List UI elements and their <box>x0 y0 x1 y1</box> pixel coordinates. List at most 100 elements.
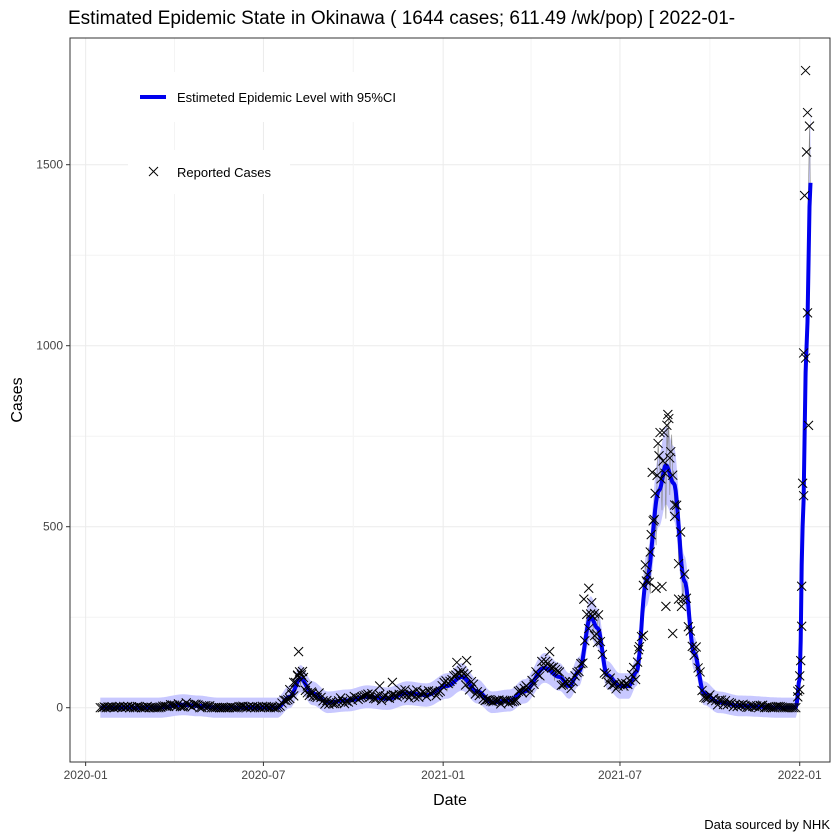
reported-case-marker <box>497 695 508 706</box>
reported-case-marker <box>634 641 645 652</box>
reported-case-marker <box>654 450 664 461</box>
reported-case-marker <box>658 456 668 466</box>
reported-case-marker <box>797 478 808 489</box>
reported-case-marker <box>679 569 690 579</box>
reported-case-marker <box>529 679 539 690</box>
reported-case-marker <box>790 702 801 713</box>
reported-case-marker <box>801 147 812 157</box>
reported-case-marker <box>633 644 644 655</box>
reported-case-marker <box>581 609 592 620</box>
reported-case-marker <box>657 581 667 592</box>
reported-case-marker <box>803 420 814 431</box>
reported-case-marker <box>566 683 576 694</box>
grid <box>70 38 830 762</box>
reported-case-marker <box>597 649 608 660</box>
reported-case-marker <box>640 559 651 570</box>
reported-case-marker <box>118 701 129 712</box>
reported-case-marker <box>595 636 606 647</box>
reported-case-marker <box>691 642 702 652</box>
reported-case-marker <box>667 470 678 481</box>
reported-case-marker <box>699 692 709 703</box>
reported-case-marker <box>554 667 565 677</box>
reported-case-marker <box>646 529 657 540</box>
reported-case-marker <box>302 681 313 691</box>
ci-band <box>100 109 811 718</box>
reported-case-marker <box>687 641 698 652</box>
series-lines <box>99 126 813 710</box>
reported-case-marker <box>663 413 674 424</box>
reported-case-marker <box>462 669 473 680</box>
reported-case-marker <box>794 684 805 695</box>
reported-case-marker <box>335 693 346 703</box>
reported-case-marker <box>366 688 377 699</box>
reported-case-marker <box>660 468 670 479</box>
reported-case-marker <box>661 601 671 612</box>
reported-case-marker <box>673 594 684 604</box>
reported-case-marker <box>642 569 653 580</box>
reported-case-marker <box>647 467 658 478</box>
reported-case-marker <box>769 702 780 713</box>
reported-case-marker <box>644 577 655 588</box>
x-tick-label: 2021-07 <box>598 768 642 782</box>
reported-case-marker <box>490 695 500 706</box>
reported-case-marker <box>136 702 147 713</box>
reported-case-marker <box>681 593 692 604</box>
x-tick-label: 2021-01 <box>421 768 465 782</box>
reported-case-marker <box>269 702 280 713</box>
reported-case-marker <box>650 488 660 499</box>
reported-case-marker <box>333 696 344 706</box>
legend-x-marker <box>148 166 159 177</box>
reported-case-marker <box>257 701 268 712</box>
ci-band-area <box>100 109 811 718</box>
reported-case-marker <box>241 702 252 713</box>
reported-case-marker <box>593 610 604 620</box>
reported-case-marker <box>689 650 700 661</box>
reported-case-marker <box>802 308 813 318</box>
reported-case-marker <box>592 637 603 648</box>
reported-case-marker <box>387 677 398 688</box>
reported-case-marker <box>109 702 119 713</box>
reported-case-marker <box>535 670 545 681</box>
reported-case-marker <box>398 690 408 701</box>
reported-case-marker <box>800 65 811 76</box>
reported-case-marker <box>409 691 420 702</box>
estimated-level-line <box>99 182 813 710</box>
reported-case-marker <box>464 685 475 695</box>
reported-case-marker <box>288 677 299 688</box>
reported-case-marker <box>792 691 803 702</box>
reported-case-marker <box>298 672 309 683</box>
reported-case-marker <box>297 666 308 677</box>
reported-case-marker <box>456 666 467 676</box>
reported-case-marker <box>605 673 616 683</box>
reported-case-marker <box>574 666 584 677</box>
reported-case-marker <box>675 527 686 537</box>
reported-case-marker <box>578 594 589 604</box>
reported-case-marker <box>568 676 578 687</box>
reported-case-marker <box>167 700 178 710</box>
x-tick-label: 2020-01 <box>64 768 108 782</box>
legend-box-2 <box>128 150 290 194</box>
reported-case-marker <box>586 597 597 608</box>
data-source-caption: Data sourced by NHK <box>704 817 830 832</box>
reported-case-marker <box>577 658 588 668</box>
plot-border <box>69 37 831 763</box>
reported-case-marker <box>645 547 656 557</box>
reported-case-marker <box>468 679 479 690</box>
reported-case-marker <box>638 630 649 641</box>
reported-case-marker <box>794 671 805 681</box>
reported-cases-markers <box>95 65 815 713</box>
reported-case-marker <box>101 702 111 713</box>
reported-case-marker <box>292 670 303 680</box>
reported-case-marker <box>279 695 289 706</box>
reported-case-marker <box>656 473 666 484</box>
reported-case-marker <box>649 514 660 525</box>
reported-case-marker <box>583 623 594 634</box>
reported-case-marker <box>152 702 162 713</box>
reported-case-marker <box>669 500 680 510</box>
reported-case-marker <box>511 695 522 706</box>
reported-case-marker <box>638 580 649 591</box>
reported-case-marker <box>290 677 301 688</box>
reported-case-marker <box>662 409 673 420</box>
reported-case-marker <box>536 656 547 667</box>
legend-box-1 <box>128 72 430 122</box>
